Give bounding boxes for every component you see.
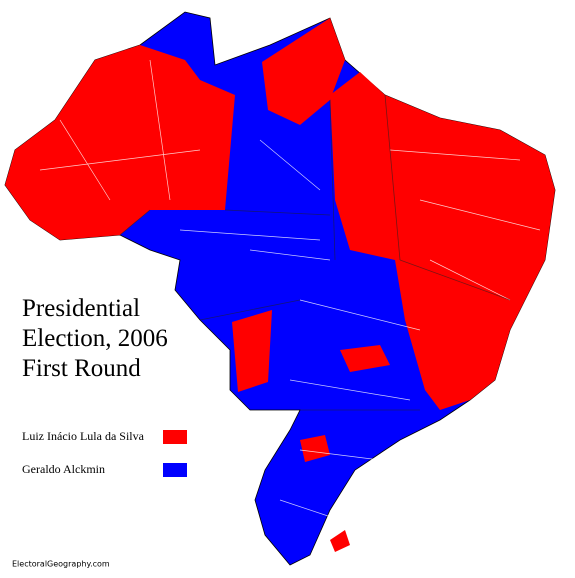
region-red xyxy=(232,310,272,392)
title-line: First Round xyxy=(22,355,141,382)
region-red xyxy=(262,18,345,125)
credit: ElectoralGeography.com xyxy=(12,560,110,569)
legend-swatch xyxy=(163,463,187,477)
legend-swatch xyxy=(163,430,187,444)
title-line: Presidential xyxy=(22,295,140,322)
region-red xyxy=(330,72,555,410)
municipal-borders xyxy=(39,59,541,521)
region-red xyxy=(340,345,390,372)
map xyxy=(4,11,556,566)
region-red xyxy=(330,530,350,552)
title: Presidential Election, 2006 First Round xyxy=(22,295,168,382)
legend: Luiz Inácio Lula da Silva Geraldo Alckmi… xyxy=(22,429,187,477)
legend-label: Luiz Inácio Lula da Silva xyxy=(22,429,145,443)
legend-label: Geraldo Alckmin xyxy=(22,462,105,476)
region-red xyxy=(300,435,330,462)
region-blue xyxy=(230,105,330,215)
title-line: Election, 2006 xyxy=(22,325,168,352)
state-borders xyxy=(119,94,511,411)
region-red xyxy=(5,45,235,240)
